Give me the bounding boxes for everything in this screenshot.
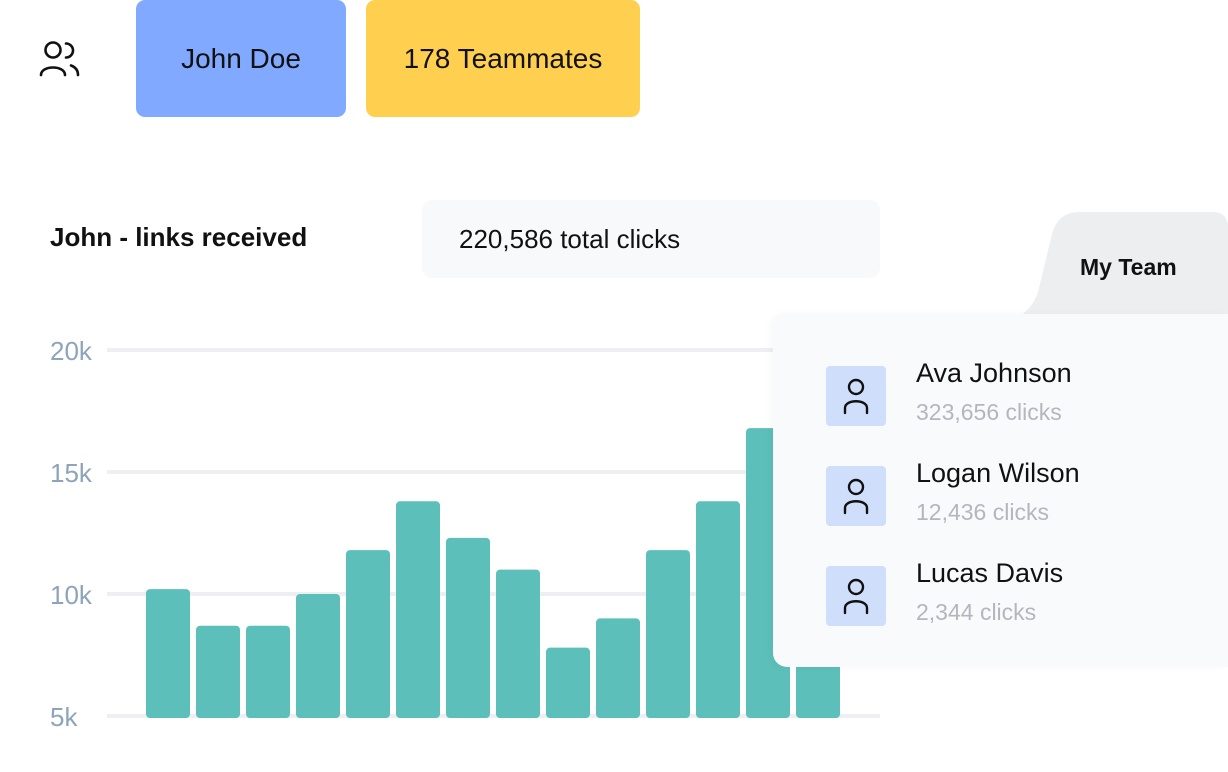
user-icon (826, 366, 886, 426)
member-clicks: 12,436 clicks (916, 499, 1049, 525)
my-team-tab-label: My Team (1080, 254, 1177, 280)
bar[interactable] (196, 625, 240, 718)
total-clicks-label: 220,586 total clicks (459, 223, 681, 254)
chart-title: John - links received (50, 222, 308, 252)
member-clicks: 323,656 clicks (916, 399, 1062, 425)
teammates-pill[interactable]: 178 Teammates (366, 0, 640, 117)
bar[interactable] (246, 625, 290, 718)
bar[interactable] (646, 550, 690, 718)
bar[interactable] (496, 569, 540, 718)
bar[interactable] (396, 501, 440, 718)
team-panel: Ava Johnson 323,656 clicks Logan Wilson … (773, 314, 1228, 667)
member-name: Ava Johnson (916, 358, 1072, 388)
bar[interactable] (346, 550, 390, 718)
team-member[interactable]: Logan Wilson 12,436 clicks (826, 458, 1206, 528)
bar[interactable] (596, 618, 640, 718)
y-tick-label: 10k (50, 580, 93, 610)
member-name: Logan Wilson (916, 458, 1080, 488)
y-tick-label: 15k (50, 458, 93, 488)
y-tick-label: 20k (50, 336, 93, 366)
user-icon (826, 566, 886, 626)
bar[interactable] (146, 589, 190, 718)
bar[interactable] (296, 594, 340, 718)
team-member[interactable]: Ava Johnson 323,656 clicks (826, 358, 1206, 428)
user-pill-label: John Doe (181, 42, 301, 74)
y-tick-label: 5k (50, 702, 78, 732)
bar[interactable] (696, 501, 740, 718)
team-member[interactable]: Lucas Davis 2,344 clicks (826, 558, 1206, 628)
user-icon (826, 466, 886, 526)
teammates-pill-label: 178 Teammates (403, 42, 603, 74)
bar[interactable] (446, 537, 490, 718)
bar[interactable] (546, 647, 590, 718)
users-icon[interactable] (38, 38, 82, 82)
my-team-tab[interactable] (1020, 212, 1228, 316)
member-name: Lucas Davis (916, 558, 1064, 588)
user-pill[interactable]: John Doe (136, 0, 346, 117)
member-clicks: 2,344 clicks (916, 599, 1037, 625)
total-clicks-box: 220,586 total clicks (422, 200, 880, 278)
